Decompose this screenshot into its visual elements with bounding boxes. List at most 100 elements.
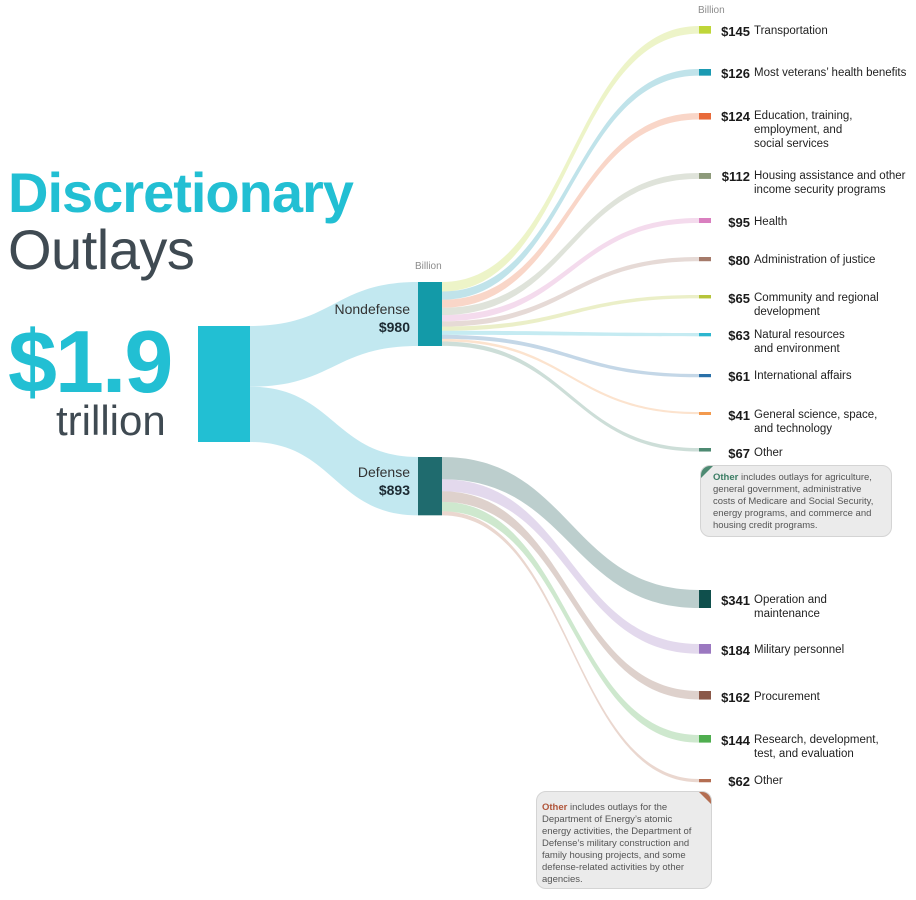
item-value: $112 [721, 169, 750, 184]
item-row-procurement: $162 Procurement [700, 691, 916, 731]
total-unit: trillion [56, 397, 166, 444]
flow-defense-item-1 [442, 479, 699, 654]
item-label: Procurement [754, 691, 820, 703]
chart-title-line1: Discretionary [8, 161, 354, 224]
leaf-marker-nondefense-10 [699, 448, 711, 452]
total-value: $1.9 [8, 312, 173, 411]
leaf-marker-defense-0 [699, 590, 711, 608]
item-value: $145 [721, 24, 750, 39]
group-node-bar-defense [418, 457, 442, 516]
leaf-marker-defense-1 [699, 644, 711, 654]
flow-nondefense-item-4 [442, 218, 699, 322]
item-row-personnel: $184 Military personnel [700, 644, 916, 684]
leaf-marker-defense-4 [699, 779, 711, 783]
leaf-marker-nondefense-4 [699, 218, 711, 224]
flow-nondefense-item-2 [442, 113, 699, 308]
leaf-marker-nondefense-3 [699, 173, 711, 179]
item-label: Other [754, 775, 783, 787]
item-value: $62 [728, 774, 750, 789]
item-label: Housing assistance and other income secu… [754, 170, 906, 196]
item-value: $65 [728, 291, 750, 306]
item-value: $126 [721, 66, 750, 81]
flow-total-to-nondefense [250, 282, 418, 387]
flow-nondefense-item-1 [442, 69, 699, 300]
item-label: Military personnel [754, 644, 845, 656]
group-node-bar-nondefense [418, 282, 442, 346]
item-row-health: $95 Health [700, 216, 916, 256]
note-corner-marker [699, 792, 711, 804]
chart-title-line2: Outlays [8, 218, 195, 281]
item-row-community: $65 Community and regional development [700, 292, 916, 332]
flow-nondefense-item-6 [442, 295, 699, 331]
item-value: $144 [721, 733, 750, 748]
item-row-defense-other: $62 Other [700, 775, 916, 815]
item-value: $341 [721, 593, 750, 608]
leaf-marker-nondefense-8 [699, 374, 711, 378]
leaf-marker-nondefense-6 [699, 295, 711, 299]
flow-nondefense-item-3 [442, 173, 699, 316]
flow-defense-item-4 [442, 511, 699, 783]
item-value: $63 [728, 328, 750, 343]
note-text: includes outlays for agriculture, genera… [713, 472, 874, 531]
leaf-marker-nondefense-9 [699, 412, 711, 415]
item-label: Most veterans’ health benefits [754, 67, 907, 79]
leaf-marker-nondefense-5 [699, 257, 711, 262]
item-row-veterans-health: $126 Most veterans’ health benefits [700, 67, 916, 107]
flow-defense-item-3 [442, 501, 699, 743]
flow-nondefense-item-5 [442, 257, 699, 327]
leaf-marker-nondefense-7 [699, 333, 711, 337]
unit-label-top: Billion [698, 5, 725, 16]
item-label: International affairs [754, 370, 852, 382]
item-value: $162 [721, 690, 750, 705]
group-value-nondefense: $980 [378, 319, 410, 335]
item-value: $95 [728, 215, 750, 230]
item-row-operation: $341 Operation and maintenance [700, 594, 916, 634]
item-row-education: $124 Education, training, employment, an… [700, 110, 916, 150]
item-value: $67 [728, 446, 750, 461]
defense-other-note: Other includes outlays for the Departmen… [536, 791, 712, 889]
flow-nondefense-item-7 [442, 330, 699, 337]
group-name-nondefense: Nondefense [334, 301, 410, 317]
leaf-marker-defense-2 [699, 691, 711, 700]
item-value: $41 [728, 408, 750, 423]
group-value-defense: $893 [378, 482, 410, 498]
item-label: Natural resources and environment [754, 329, 845, 355]
flow-nondefense-item-9 [442, 338, 699, 415]
nondefense-other-note: Other includes outlays for agriculture, … [700, 465, 892, 537]
item-row-rdte: $144 Research, development, test, and ev… [700, 734, 916, 774]
flow-defense-item-0 [442, 457, 699, 608]
item-label: Community and regional development [754, 292, 879, 318]
item-row-international: $61 International affairs [700, 370, 916, 410]
flow-nondefense-item-10 [442, 341, 699, 452]
item-row-science: $41 General science, space, and technolo… [700, 409, 916, 449]
item-label: Research, development, test, and evaluat… [754, 734, 879, 760]
leaf-marker-nondefense-0 [699, 26, 711, 34]
item-row-justice: $80 Administration of justice [700, 254, 916, 294]
item-row-transportation: $145 Transportation [700, 25, 916, 65]
item-value: $184 [721, 643, 750, 658]
item-label: Health [754, 216, 788, 228]
item-label: General science, space, and technology [754, 409, 878, 435]
item-row-natural-resources: $63 Natural resources and environment [700, 329, 916, 369]
total-node-bar [198, 326, 250, 442]
flow-total-to-defense [250, 386, 418, 516]
item-label: Administration of justice [754, 254, 876, 266]
item-row-housing: $112 Housing assistance and other income… [700, 170, 916, 210]
item-label: Operation and maintenance [754, 594, 827, 620]
item-value: $80 [728, 253, 750, 268]
group-name-defense: Defense [357, 464, 410, 480]
note-text: includes outlays for the Department of E… [542, 802, 692, 885]
item-label: Education, training, employment, and soc… [754, 110, 853, 150]
flow-nondefense-item-8 [442, 334, 699, 378]
leaf-marker-nondefense-1 [699, 69, 711, 76]
note-corner-marker [701, 466, 713, 478]
item-value: $61 [728, 369, 750, 384]
item-label: Transportation [754, 25, 828, 37]
unit-label-mid: Billion [415, 261, 442, 272]
note-lead: Other [713, 472, 739, 483]
item-value: $124 [721, 109, 750, 124]
item-row-nondefense-other: $67 Other [700, 447, 916, 487]
flow-defense-item-2 [442, 491, 699, 700]
flow-nondefense-item-0 [442, 26, 699, 292]
